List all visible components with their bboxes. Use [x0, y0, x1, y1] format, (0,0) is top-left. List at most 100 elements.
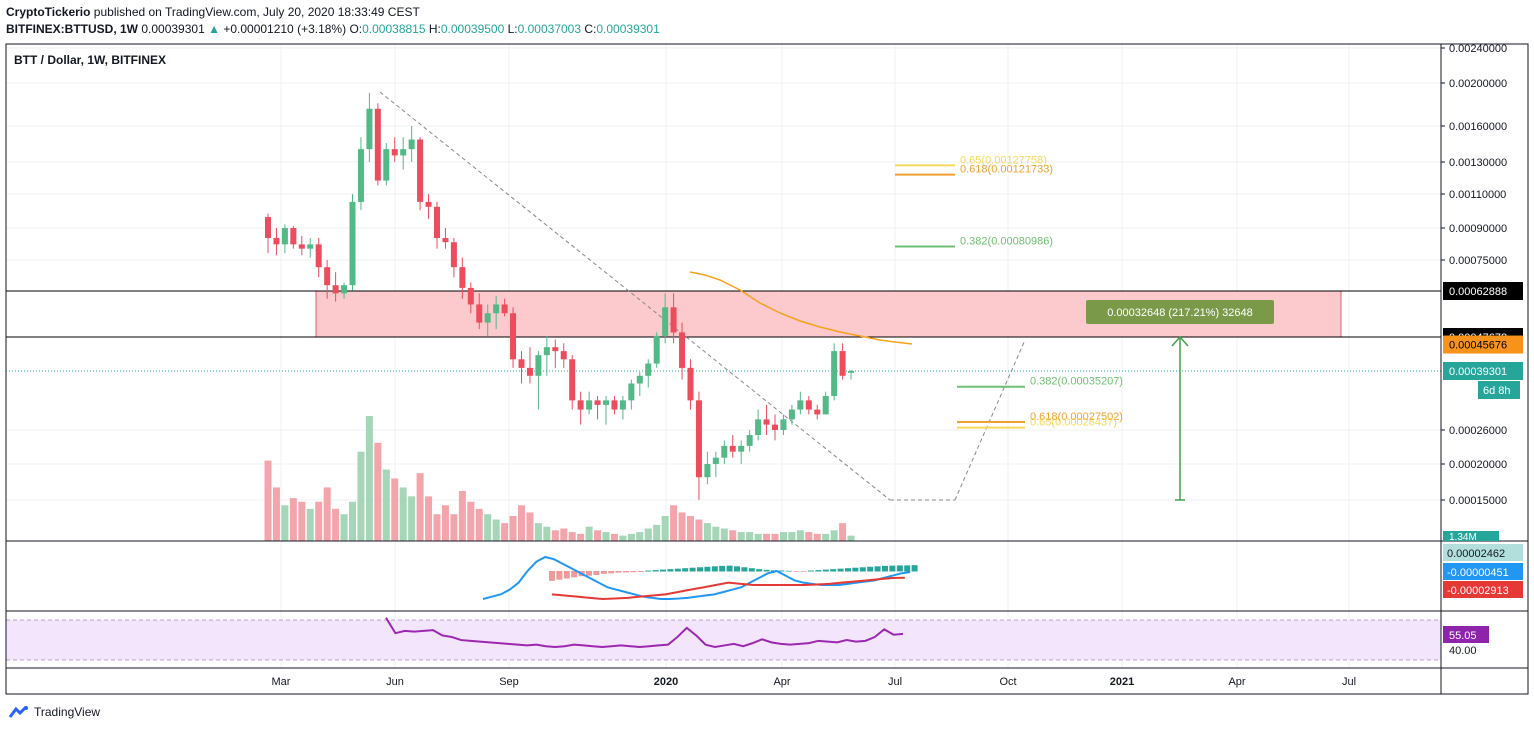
candle-body [324, 267, 331, 286]
candle-body [518, 359, 525, 368]
macd-histogram-bar [734, 566, 740, 572]
candle-body [805, 400, 812, 410]
macd-histogram-bar [571, 571, 578, 578]
volume-tag-label: 1.34M [1449, 532, 1477, 543]
candle-body [459, 267, 466, 288]
volume-bar [661, 516, 669, 541]
time-tick-label: Jul [888, 676, 902, 688]
macd-histogram-bar [593, 571, 600, 575]
rsi-line [385, 617, 904, 648]
low-value: 0.00037003 [517, 22, 582, 36]
macd-tag-bg [1443, 544, 1523, 561]
price-tick-label: 0.00015000 [1449, 495, 1507, 507]
candle-body [298, 244, 305, 249]
rsi-tag-bg [1443, 626, 1489, 643]
publish-text: published on TradingView.com, July 20, 2… [90, 5, 420, 19]
time-tick-label: Jul [1342, 676, 1356, 688]
volume-bar [619, 535, 627, 541]
volume-bar [492, 519, 500, 541]
volume-bar [822, 533, 830, 541]
volume-bar [746, 532, 754, 541]
volume-bar [332, 508, 340, 541]
candle-body [391, 149, 398, 156]
volume-bar [839, 523, 847, 541]
time-tick-label: 2021 [1110, 676, 1134, 688]
candle-body [357, 149, 364, 202]
candle-body [577, 400, 584, 410]
publish-info: CryptoTickerio published on TradingView.… [6, 5, 420, 19]
volume-bar [534, 523, 542, 541]
high-label: H: [428, 22, 441, 36]
volume-bar [281, 505, 289, 541]
candle-body [341, 285, 348, 294]
volume-bar [720, 528, 728, 541]
candle-body [493, 304, 500, 314]
fib-level-label: 0.618(0.00027502) [1030, 411, 1123, 423]
candle-body [738, 445, 745, 452]
trendline-projection [954, 339, 1026, 501]
macd-histogram-bar [623, 571, 629, 573]
pane-frames [5, 43, 1529, 695]
volume-bar [264, 460, 272, 541]
time-axis: Mar Jun Sep 2020 Apr Jul Oct 2021 Apr Jul [272, 676, 1357, 688]
volume-bar [467, 501, 475, 541]
macd-histogram-bar [837, 568, 844, 572]
price-tick-label: 0.00110000 [1449, 189, 1506, 201]
volume-bar [687, 516, 694, 541]
measure-label: 0.00032648 (217.21%) 32648 [1107, 307, 1253, 319]
outer-frame [5, 43, 1529, 695]
volume-bar [399, 487, 407, 541]
macd-histogram-bar [704, 566, 711, 572]
price-tag-label: 0.00062888 [1449, 286, 1507, 298]
macd-histogram-bar [859, 567, 866, 572]
tradingview-logo-icon [8, 705, 28, 718]
last-price: 0.00039301 [141, 22, 205, 36]
macd-pane [482, 555, 918, 601]
candle-body [755, 419, 762, 436]
volume-bar [594, 530, 602, 541]
candle-body [450, 242, 457, 268]
volume-bar [678, 512, 686, 541]
candle-body [704, 464, 711, 478]
price-tick-label: 0.00240000 [1449, 43, 1507, 55]
fib-level-label: 0.618(0.00121733) [960, 164, 1053, 176]
macd-histogram-bar [667, 569, 674, 572]
macd-histogram-bar [882, 565, 888, 572]
candle-body [763, 419, 770, 425]
candle-body [315, 244, 322, 268]
volume-bar [830, 530, 838, 541]
price-tag-bg [1443, 335, 1523, 354]
volume-bar [805, 532, 813, 541]
volume-bar [763, 533, 771, 541]
volume-bar [796, 530, 804, 541]
close-label: C: [584, 22, 597, 36]
candle-body [552, 347, 559, 352]
candle-body [797, 400, 804, 410]
volume-bar [501, 523, 509, 541]
candle-body [628, 383, 635, 401]
candle-body [467, 287, 474, 305]
macd-histogram-bar [689, 567, 696, 572]
macd-histogram-bar [815, 570, 822, 572]
rsi-band [6, 620, 1441, 660]
volume-bar [349, 501, 356, 541]
symbol-label: BITFINEX:BTTUSD, 1W [6, 22, 138, 36]
candle-body [636, 375, 643, 384]
signal-line [551, 576, 905, 601]
fib-level-label: 0.65(0.00026437) [1030, 417, 1117, 429]
volume-bar [357, 451, 365, 541]
publisher-name[interactable]: CryptoTickerio [6, 5, 91, 19]
tradingview-footer[interactable]: TradingView [8, 705, 100, 719]
volume-bar [323, 487, 331, 541]
macd-histogram-bar [748, 568, 755, 572]
macd-histogram-bar [911, 565, 918, 572]
candle-body [290, 228, 297, 245]
macd-histogram-bar [697, 567, 703, 572]
macd-histogram-bar [800, 571, 807, 572]
price-tick-label: 0.00020000 [1449, 459, 1507, 471]
macd-histogram-bar [682, 568, 689, 572]
candle-body [645, 363, 652, 376]
candle-body [417, 139, 424, 202]
footer-brand: TradingView [34, 705, 101, 719]
